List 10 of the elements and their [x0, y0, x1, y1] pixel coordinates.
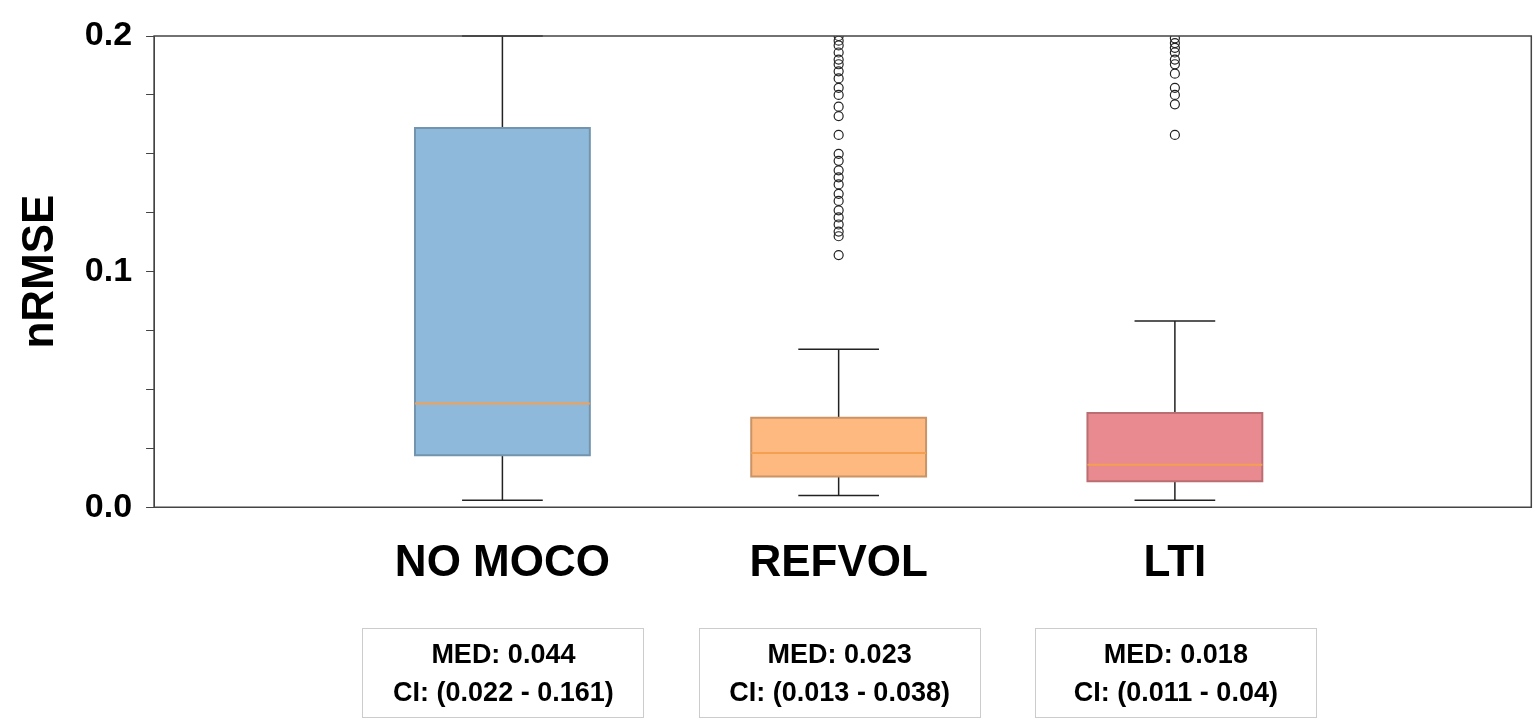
x-tick-label: LTI [1143, 535, 1207, 585]
x-tick-label: NO MOCO [394, 535, 610, 585]
x-tick-label: REFVOL [749, 535, 928, 585]
text: MED: 0.023 CI: (0.013 - 0.038) [698, 628, 981, 718]
y-axis-title: nRMSE [12, 194, 62, 349]
text: MED: 0.044 CI: (0.022 - 0.161) [362, 628, 645, 718]
y-tick-label: 0.2 [84, 14, 133, 53]
text: MED: 0.018 CI: (0.011 - 0.04) [1034, 628, 1317, 718]
y-tick-label: 0.1 [84, 249, 133, 288]
y-tick-label: 0.0 [84, 485, 133, 524]
